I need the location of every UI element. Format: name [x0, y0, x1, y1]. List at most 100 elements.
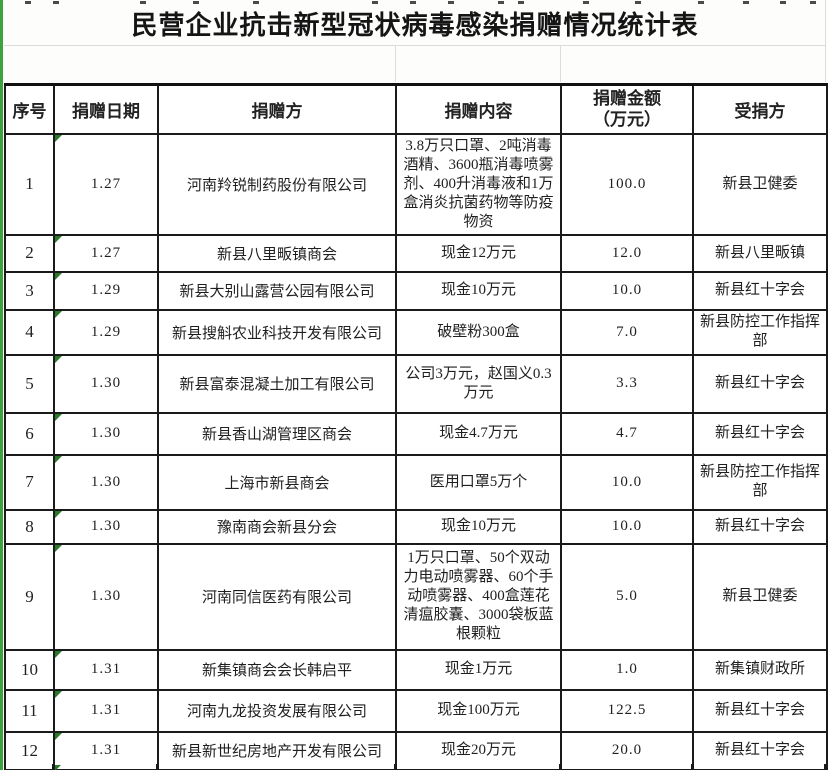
donation-date-text: 1.29	[90, 323, 122, 340]
cell-serial-number[interactable]: 5	[4, 353, 55, 414]
cell-donation-content[interactable]: 现金10万元	[395, 508, 562, 545]
cell-donation-content[interactable]: 现金4.7万元	[395, 411, 562, 456]
cell-amount[interactable]: 10.0	[560, 270, 694, 311]
cell-donation-content[interactable]: 3.8万只口罩、2吨消毒酒精、3600瓶消毒喷雾剂、400升消毒液和1万盒消炎抗…	[395, 132, 562, 236]
cell-donation-date[interactable]: 1.29	[53, 270, 159, 311]
cell-donor[interactable]: 豫南商会新县分会	[157, 508, 397, 545]
cell-donor[interactable]: 河南九龙投资发展有限公司	[157, 688, 397, 733]
table-row: 12 1.31 新县新世纪房地产开发有限公司 现金20万元 20.0 新县红十字…	[4, 730, 828, 770]
header-content[interactable]: 捐赠内容	[395, 83, 562, 135]
cell-amount[interactable]: 100.0	[560, 132, 694, 236]
table-row: 7 1.30 上海市新县商会 医用口罩5万个 10.0 新县防控工作指挥部	[4, 453, 828, 511]
cell-donation-content[interactable]: 现金100万元	[395, 688, 562, 733]
cell-donor[interactable]: 河南羚锐制药股份有限公司	[157, 132, 397, 236]
cell-amount[interactable]: 122.5	[560, 688, 694, 733]
header-recipient[interactable]: 受捐方	[692, 83, 828, 135]
excel-error-triangle-icon	[56, 456, 62, 463]
cell-donor[interactable]: 河南同信医药有限公司	[157, 542, 397, 651]
header-amount[interactable]: 捐赠金额 （万元）	[560, 83, 694, 135]
cell-donation-date[interactable]: 1.31	[53, 730, 159, 770]
cell-serial-number[interactable]: 3	[4, 270, 55, 311]
cell-serial-number[interactable]: 8	[4, 508, 55, 545]
cell-donation-content[interactable]: 现金1万元	[395, 648, 562, 691]
cell-donation-date[interactable]: 1.27	[53, 233, 159, 273]
cell-donor[interactable]: 新集镇商会会长韩启平	[157, 648, 397, 691]
cell-serial-number[interactable]: 9	[4, 542, 55, 651]
cell-recipient[interactable]: 新县防控工作指挥部	[692, 453, 828, 511]
cell-donation-content[interactable]: 现金20万元	[395, 730, 562, 770]
cell-serial-number[interactable]: 12	[4, 730, 55, 770]
excel-error-triangle-icon	[56, 511, 62, 518]
cell-recipient[interactable]: 新县红十字会	[692, 730, 828, 770]
donation-table: 序号 捐赠日期 捐赠方 捐赠内容 捐赠金额 （万元） 受捐方 1 1.27 河南…	[4, 83, 828, 770]
cell-donor[interactable]: 新县搜斛农业科技开发有限公司	[157, 308, 397, 356]
cell-recipient[interactable]: 新县红十字会	[692, 353, 828, 414]
cell-serial-number[interactable]: 1	[4, 132, 55, 236]
header-no[interactable]: 序号	[4, 83, 55, 135]
gridline	[4, 764, 6, 770]
worksheet-edge	[0, 0, 3, 770]
cell-amount[interactable]: 4.7	[560, 411, 694, 456]
cell-recipient[interactable]: 新集镇财政所	[692, 648, 828, 691]
donation-date-text: 1.31	[90, 742, 122, 758]
cell-amount[interactable]: 20.0	[560, 730, 694, 770]
cell-donation-date[interactable]: 1.30	[53, 411, 159, 456]
cell-donor[interactable]: 新县大别山露营公园有限公司	[157, 270, 397, 311]
cell-recipient[interactable]: 新县红十字会	[692, 688, 828, 733]
cell-amount[interactable]: 12.0	[560, 233, 694, 273]
cell-serial-number[interactable]: 2	[4, 233, 55, 273]
cell-amount[interactable]: 5.0	[560, 542, 694, 651]
cell-amount[interactable]: 3.3	[560, 353, 694, 414]
cell-serial-number[interactable]: 7	[4, 453, 55, 511]
cell-recipient[interactable]: 新县卫健委	[692, 132, 828, 236]
excel-error-triangle-icon	[56, 651, 62, 658]
cell-amount[interactable]: 1.0	[560, 648, 694, 691]
table-row: 5 1.30 新县富泰混凝土加工有限公司 公司3万元，赵国义0.3万元 3.3 …	[4, 353, 828, 414]
cell-donor[interactable]: 新县新世纪房地产开发有限公司	[157, 730, 397, 770]
cell-serial-number[interactable]: 11	[4, 688, 55, 733]
table-row: 8 1.30 豫南商会新县分会 现金10万元 10.0 新县红十字会	[4, 508, 828, 545]
cell-donation-content[interactable]: 医用口罩5万个	[395, 453, 562, 511]
cell-serial-number[interactable]: 4	[4, 308, 55, 356]
cell-donation-date[interactable]: 1.29	[53, 308, 159, 356]
cell-recipient[interactable]: 新县红十字会	[692, 508, 828, 545]
cell-donor[interactable]: 新县富泰混凝土加工有限公司	[157, 353, 397, 414]
gridline	[156, 764, 158, 770]
cell-donation-date[interactable]: 1.30	[53, 353, 159, 414]
excel-error-triangle-icon	[56, 311, 62, 318]
cell-recipient[interactable]: 新县卫健委	[692, 542, 828, 651]
cell-donation-content[interactable]: 公司3万元，赵国义0.3万元	[395, 353, 562, 414]
cell-donation-content[interactable]: 现金12万元	[395, 233, 562, 273]
donation-date-text: 1.30	[90, 425, 122, 441]
cell-donation-content[interactable]: 破壁粉300盒	[395, 308, 562, 356]
excel-error-triangle-icon	[56, 691, 62, 698]
cell-donation-date[interactable]: 1.31	[53, 688, 159, 733]
cell-donation-content[interactable]: 现金10万元	[395, 270, 562, 311]
cell-recipient[interactable]: 新县八里畈镇	[692, 233, 828, 273]
header-donor[interactable]: 捐赠方	[157, 83, 397, 135]
cell-donation-date[interactable]: 1.31	[53, 648, 159, 691]
cell-amount[interactable]: 7.0	[560, 308, 694, 356]
cell-serial-number[interactable]: 6	[4, 411, 55, 456]
header-date[interactable]: 捐赠日期	[53, 83, 159, 135]
donation-date-text: 1.27	[90, 175, 122, 192]
cell-recipient[interactable]: 新县红十字会	[692, 270, 828, 311]
gridline	[394, 764, 396, 770]
cell-donation-content[interactable]: 1万只口罩、50个双动力电动喷雾器、60个手动喷雾器、400盒莲花清瘟胶囊、30…	[395, 542, 562, 651]
cell-recipient[interactable]: 新县防控工作指挥部	[692, 308, 828, 356]
cell-donation-date[interactable]: 1.30	[53, 542, 159, 651]
donation-date-text: 1.31	[90, 661, 122, 677]
cell-donation-date[interactable]: 1.30	[53, 453, 159, 511]
cell-donation-date[interactable]: 1.30	[53, 508, 159, 545]
cell-amount[interactable]: 10.0	[560, 508, 694, 545]
cell-donation-date[interactable]: 1.27	[53, 132, 159, 236]
cell-donor[interactable]: 新县八里畈镇商会	[157, 233, 397, 273]
cell-donor[interactable]: 新县香山湖管理区商会	[157, 411, 397, 456]
cell-serial-number[interactable]: 10	[4, 648, 55, 691]
cell-donor[interactable]: 上海市新县商会	[157, 453, 397, 511]
cell-amount[interactable]: 10.0	[560, 453, 694, 511]
table-row: 1 1.27 河南羚锐制药股份有限公司 3.8万只口罩、2吨消毒酒精、3600瓶…	[4, 132, 828, 236]
cell-recipient[interactable]: 新县红十字会	[692, 411, 828, 456]
table-row: 11 1.31 河南九龙投资发展有限公司 现金100万元 122.5 新县红十字…	[4, 688, 828, 733]
